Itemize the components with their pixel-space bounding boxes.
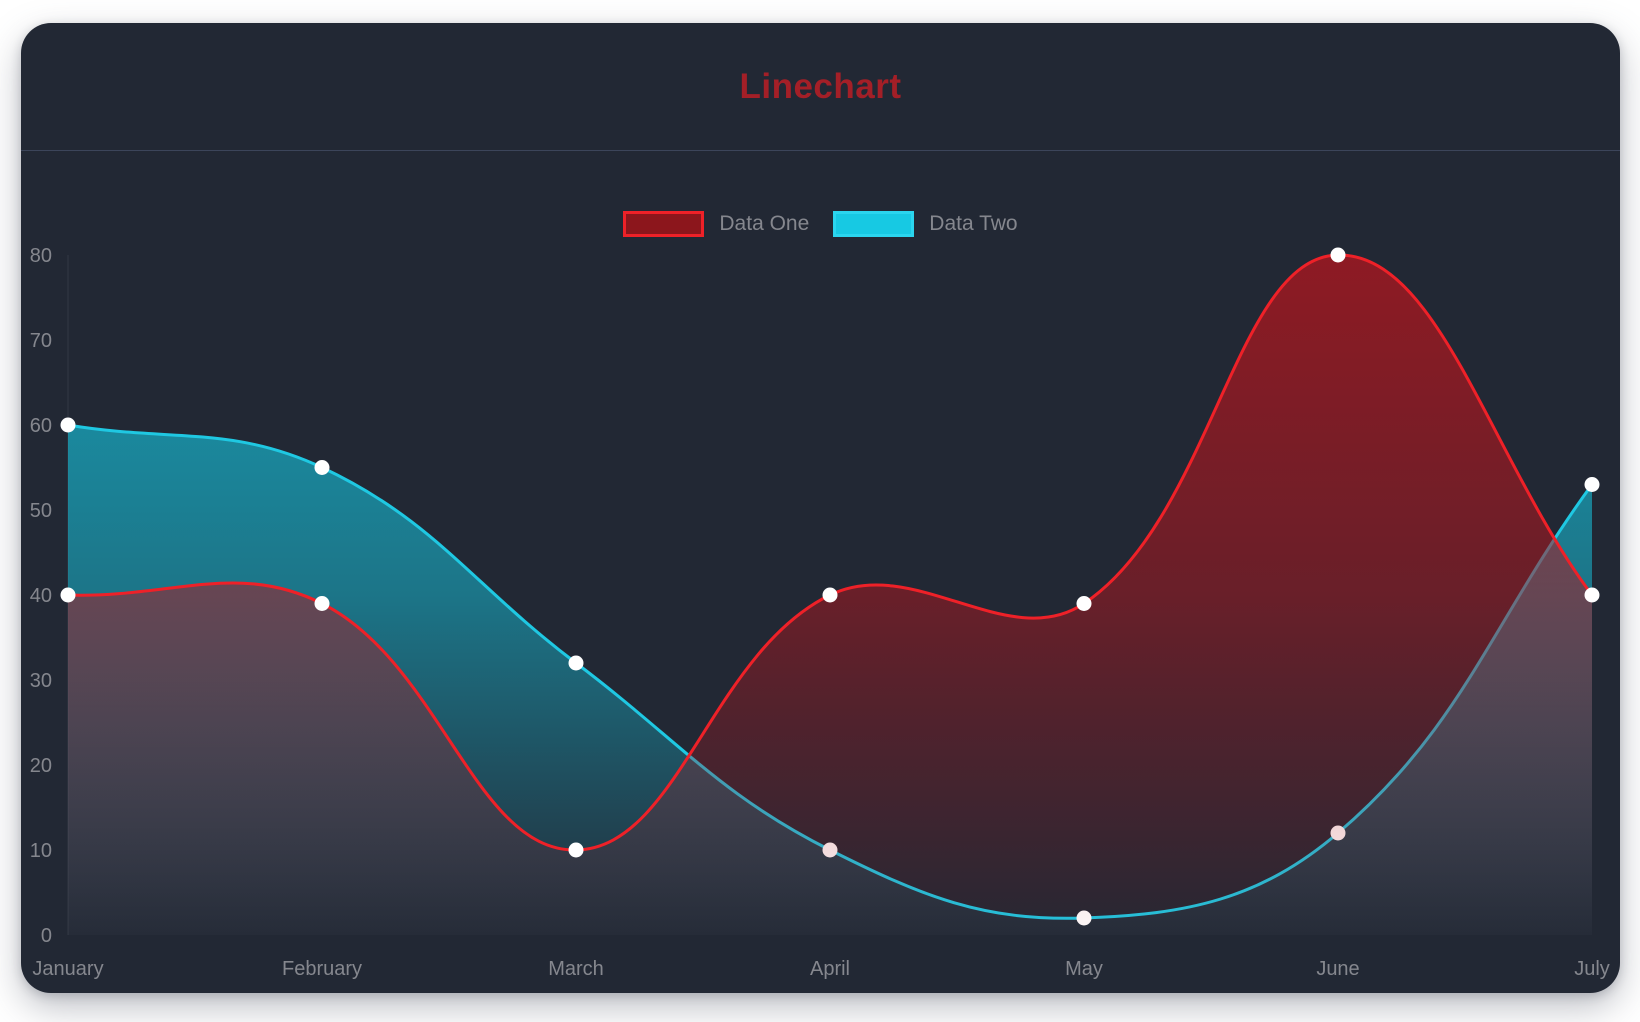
y-axis-tick-label: 30 [30,670,52,692]
y-axis-tick-label: 80 [30,245,52,267]
data-two-point-march[interactable] [568,655,584,671]
legend-swatch-data-two [833,211,915,237]
y-axis-tick-label: 10 [30,840,52,862]
x-axis-label-june: June [1316,958,1359,980]
legend-swatch-data-one [623,211,705,237]
data-one-point-march[interactable] [568,842,584,858]
data-one-line [67,253,1594,852]
legend-item-data-two[interactable]: Data Two [833,211,1018,237]
page-title: Linechart [739,66,902,106]
x-axis-label-february: February [282,958,362,980]
data-two-point-july[interactable] [1584,477,1600,492]
line-chart-canvas[interactable]: 0 10 20 30 40 50 60 70 80 January February March Apr… [21,23,1620,993]
x-axis-label-april: April [810,958,850,980]
x-axis-label-july: July [1574,958,1610,980]
data-one-point-january[interactable] [60,587,76,603]
legend-label-data-two: Data Two [929,212,1018,235]
data-one-point-february[interactable] [314,596,330,611]
y-axis-tick-label: 50 [30,500,52,522]
legend-item-data-one[interactable]: Data One [623,211,809,237]
data-one-point-june[interactable] [1330,247,1346,263]
data-one-area [68,254,1592,936]
data-one-point-july[interactable] [1584,587,1600,603]
y-axis-tick-label: 60 [30,415,52,437]
y-axis-tick-label: 70 [30,330,52,352]
chart-card: Linechart Data One Data Two 0 10 20 30 40 50 6… [21,23,1620,993]
x-axis-label-march: March [548,958,604,980]
data-two-point-january[interactable] [60,417,76,433]
y-axis-tick-label: 0 [41,925,52,947]
x-axis-label-january: January [32,958,103,980]
chart-header: Linechart [21,23,1620,151]
x-axis-label-may: May [1065,958,1103,980]
legend-label-data-one: Data One [719,212,810,235]
chart-legend: Data One Data Two [21,209,1620,239]
data-two-point-february[interactable] [314,460,330,475]
y-axis-tick-label: 40 [30,585,52,607]
y-axis-tick-label: 20 [30,755,52,777]
series-data-one [60,247,1600,936]
data-one-point-may[interactable] [1076,596,1092,611]
data-one-point-april[interactable] [822,587,838,603]
